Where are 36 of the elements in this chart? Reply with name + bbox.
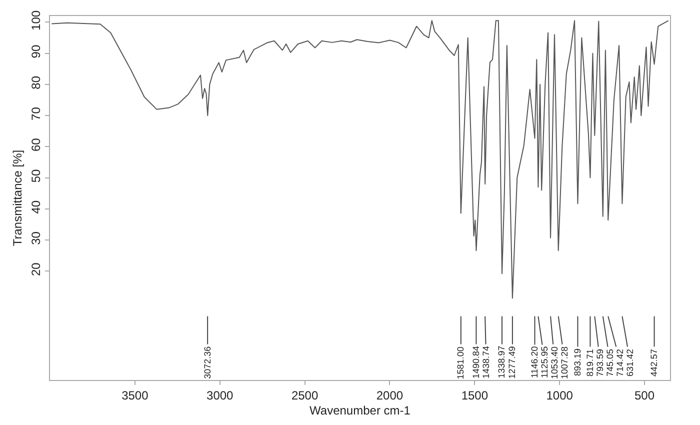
y-axis-title: Transmittance [%] [10,150,24,246]
x-tick-label: 2500 [291,388,318,402]
annotation: 442.57 [648,349,659,377]
y-tick-label: 20 [29,262,44,276]
annotation: 631.42 [624,348,635,377]
y-tick-label: 50 [29,168,44,183]
annotation: 1438.74 [480,346,491,379]
annotation: 745.05 [604,348,615,377]
annotation: 1146.20 [529,346,540,378]
annotation: 1277.49 [507,346,518,379]
annotation: 893.19 [572,348,582,376]
annotation: 819.71 [584,348,595,377]
y-tick-label: 70 [29,106,44,120]
annotation: 793.59 [594,348,605,377]
annotation: 1007.28 [559,346,570,380]
annotation: 1338.97 [496,346,507,378]
x-tick-label: 500 [634,388,655,402]
annotation: 714.42 [614,348,625,377]
annotation: 1053.40 [549,346,560,380]
x-tick-label: 1000 [546,388,574,402]
y-tick-label: 100 [29,10,44,30]
y-tick-label: 80 [29,76,44,90]
annotation: 1581.00 [456,346,466,380]
annotation: 3072.36 [202,346,212,379]
x-tick-label: 2000 [376,388,404,402]
line-series [51,20,669,299]
annotation: 1125.95 [539,346,550,378]
x-axis-title: Wavenumber cm-1 [310,403,411,418]
x-tick-label: 3000 [206,388,234,402]
y-tick-label: 40 [29,200,44,214]
x-tick-label: 1500 [461,388,488,402]
annotation: 1490.84 [470,346,481,379]
y-tick-label: 60 [29,138,44,152]
y-tick-label: 30 [29,231,44,245]
y-tick-label: 90 [29,44,44,58]
x-tick-label: 3500 [122,388,149,402]
